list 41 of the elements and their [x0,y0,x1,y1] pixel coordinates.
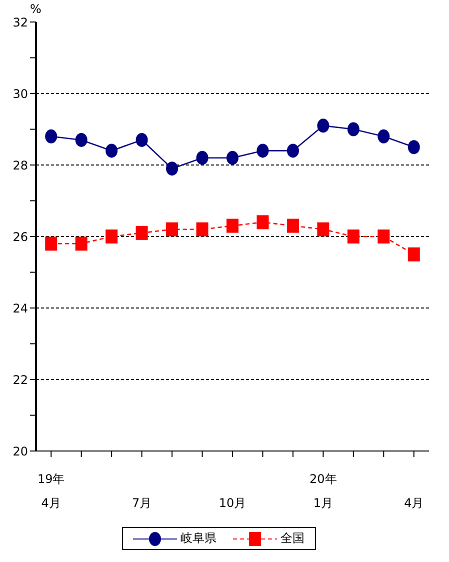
point [45,236,58,251]
y-tick-label: 26 [12,230,28,244]
point [196,222,208,236]
point [378,230,390,244]
x-tick-label: 4月 [404,496,424,510]
point [256,215,269,230]
point [136,132,148,147]
x-tick-label: 20年 1月 [310,472,337,510]
point [317,222,330,236]
y-tick-label: 22 [12,372,28,387]
point [347,230,360,244]
point [75,236,88,251]
y-tick-label: 32 [12,15,28,30]
legend-label: 全国 [280,530,304,547]
point [286,144,299,158]
y-tick-label: 30 [12,86,28,101]
point [166,162,178,176]
point [45,129,58,144]
y-tick-label: 28 [12,158,28,172]
y-tick-label: 20 [12,444,28,458]
x-tick-label: 19年 4月 [37,472,65,510]
point [166,222,178,236]
x-tick-label: 7月 [132,496,152,510]
point [378,129,390,144]
legend-label: 岐阜県 [180,530,216,547]
point [408,247,420,262]
point [408,140,420,154]
point [136,226,148,240]
point [75,132,88,147]
point [347,122,360,136]
y-tick-label: 24 [12,301,28,316]
point [256,144,269,158]
point [286,218,299,233]
x-tick-label: 10月 [218,496,246,510]
point [317,118,330,133]
point [106,144,118,158]
point [106,230,118,244]
y-axis-title: % [30,2,42,16]
point [196,150,208,165]
point [226,218,238,233]
point [226,150,238,165]
